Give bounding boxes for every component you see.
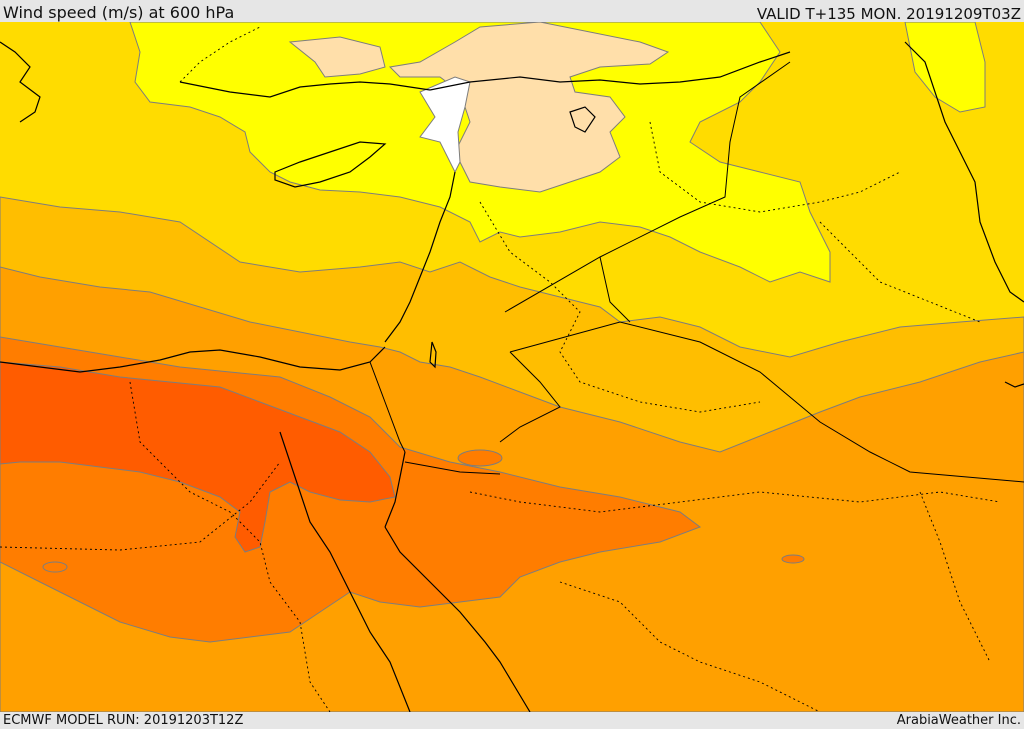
contour-island-1	[457, 449, 503, 467]
map-title: Wind speed (m/s) at 600 hPa	[3, 3, 235, 22]
wind-speed-map	[0, 22, 1024, 712]
model-run: ECMWF MODEL RUN: 20191203T12Z	[3, 713, 244, 728]
contour-band-red-orange	[0, 361, 396, 553]
contour-island-3	[42, 561, 68, 573]
map-header: Wind speed (m/s) at 600 hPa VALID T+135 …	[0, 0, 1024, 23]
coastlines	[0, 41, 1024, 712]
contour-island-2	[781, 554, 805, 564]
borders-solid	[369, 61, 1024, 483]
contour-band-white	[419, 76, 471, 174]
borders-dotted	[0, 26, 1001, 712]
wind-contour-map	[0, 22, 1024, 712]
contour-band-peach-nw	[288, 36, 386, 78]
contour-band-yellow-ne	[904, 22, 986, 113]
valid-time: VALID T+135 MON. 20191209T03Z	[756, 5, 1021, 23]
credit: ArabiaWeather Inc.	[896, 713, 1021, 728]
map-footer: ECMWF MODEL RUN: 20191203T12Z ArabiaWeat…	[0, 712, 1024, 729]
